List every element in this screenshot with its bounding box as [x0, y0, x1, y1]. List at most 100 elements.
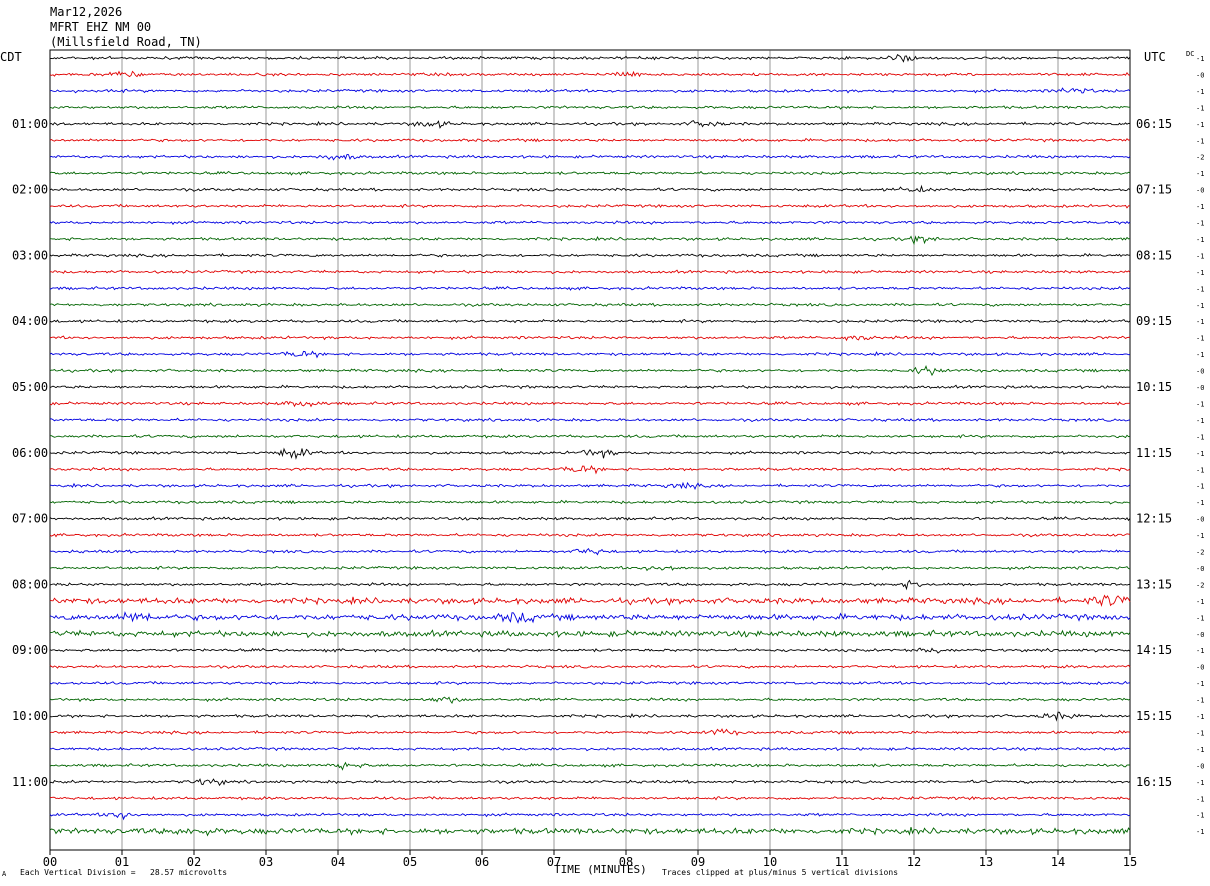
dc-offset-label: -1: [1196, 466, 1204, 474]
trace-25: [49, 464, 1131, 475]
trace-4: [49, 120, 1131, 129]
dc-offset-label: -1: [1196, 680, 1204, 688]
x-tick-label-11: 11: [835, 855, 849, 869]
dc-offset-label: -1: [1196, 302, 1204, 310]
trace-8: [49, 184, 1131, 193]
left-hour-label: 06:00: [12, 446, 48, 460]
left-hour-label: 02:00: [12, 183, 48, 197]
trace-23: [49, 434, 1131, 439]
right-hour-label: 14:15: [1136, 643, 1172, 657]
dc-offset-label: -1: [1196, 252, 1204, 260]
right-hour-label: 09:15: [1136, 314, 1172, 328]
trace-33: [49, 594, 1131, 607]
trace-45: [49, 795, 1131, 801]
trace-32: [49, 579, 1131, 591]
x-tick-label-01: 01: [115, 855, 129, 869]
dc-offset-header: DC: [1186, 50, 1195, 58]
dc-offset-label: -0: [1196, 631, 1204, 639]
dc-offset-label: -1: [1196, 318, 1204, 326]
right-timezone-label: UTC: [1144, 50, 1166, 64]
dc-offset-label: -2: [1196, 549, 1204, 557]
dc-offset-label: -1: [1196, 417, 1204, 425]
vertical-division-note: Each Vertical Division = 28.57 microvolt…: [20, 868, 228, 877]
x-axis-title: TIME (MINUTES): [554, 863, 647, 876]
x-axis-ticks: 00 01 02 03 04 05 06 07 08 09 10 11 12 13 14 15: [43, 850, 1137, 869]
left-timezone-label: CDT: [0, 50, 22, 64]
dc-offset-label: -1: [1196, 828, 1204, 836]
dc-offset-label: -1: [1196, 746, 1204, 754]
right-hour-label: 12:15: [1136, 512, 1172, 526]
dc-offset-label: -1: [1196, 729, 1204, 737]
dc-offset-label: -0: [1196, 187, 1204, 195]
dc-offset-label: -2: [1196, 154, 1204, 162]
dc-offset-label: -1: [1196, 170, 1204, 178]
x-tick-label-03: 03: [259, 855, 273, 869]
trace-27: [49, 499, 1131, 505]
trace-42: [49, 746, 1131, 752]
dc-offset-label: -1: [1196, 121, 1204, 129]
trace-21: [49, 401, 1131, 408]
dc-offset-label: -1: [1196, 713, 1204, 721]
dc-offset-label: -1: [1196, 450, 1204, 458]
trace-47: [49, 827, 1131, 837]
left-hour-label: 03:00: [12, 248, 48, 262]
dc-offset-label: -0: [1196, 516, 1204, 524]
trace-40: [49, 711, 1131, 722]
trace-38: [49, 680, 1131, 686]
right-hour-label: 15:15: [1136, 709, 1172, 723]
trace-41: [49, 728, 1131, 737]
trace-19: [49, 365, 1131, 377]
trace-2: [49, 87, 1131, 94]
trace-12: [49, 252, 1131, 258]
trace-6: [49, 153, 1131, 161]
right-hour-label: 16:15: [1136, 775, 1172, 789]
trace-44: [49, 778, 1131, 787]
x-tick-label-09: 09: [691, 855, 705, 869]
trace-26: [49, 481, 1131, 491]
left-hour-label: 11:00: [12, 775, 48, 789]
dc-offset-label: -1: [1196, 203, 1204, 211]
trace-29: [49, 532, 1131, 538]
dc-offset-label: -0: [1196, 71, 1204, 79]
dc-offset-label: -0: [1196, 368, 1204, 376]
trace-1: [49, 70, 1131, 78]
plot-date: Mar12,2026: [50, 5, 123, 19]
dc-offset-label: -1: [1196, 88, 1204, 96]
left-hour-label: 10:00: [12, 709, 48, 723]
trace-30: [49, 547, 1131, 556]
trace-37: [49, 664, 1131, 669]
trace-10: [49, 220, 1131, 226]
dc-offset-label: -1: [1196, 779, 1204, 787]
x-tick-label-15: 15: [1123, 855, 1137, 869]
dc-offset-label: -1: [1196, 433, 1204, 441]
trace-11: [49, 235, 1131, 246]
dc-offset-label: -2: [1196, 581, 1204, 589]
dc-offset-label: -1: [1196, 647, 1204, 655]
trace-14: [49, 285, 1131, 291]
trace-5: [49, 137, 1131, 143]
dc-offset-label: -1: [1196, 532, 1204, 540]
dc-offset-label: -1: [1196, 285, 1204, 293]
x-tick-label-14: 14: [1051, 855, 1065, 869]
trace-17: [49, 335, 1131, 342]
trace-31: [49, 565, 1131, 572]
left-hour-label: 04:00: [12, 314, 48, 328]
dc-offset-label: -1: [1196, 483, 1204, 491]
clip-note: Traces clipped at plus/minus 5 vertical …: [662, 868, 899, 877]
right-hour-label: 11:15: [1136, 446, 1172, 460]
trace-36: [49, 647, 1131, 654]
trace-24: [49, 447, 1131, 460]
dc-offset-label: -1: [1196, 236, 1204, 244]
right-hour-label: 07:15: [1136, 183, 1172, 197]
left-hour-label: 08:00: [12, 577, 48, 591]
trace-16: [49, 318, 1131, 324]
corner-mark: A: [2, 870, 7, 878]
trace-39: [49, 696, 1131, 705]
dc-offset-label: -1: [1196, 137, 1204, 145]
plot-frame: [49, 49, 1131, 851]
dc-offset-label: -1: [1196, 269, 1204, 277]
trace-28: [49, 516, 1131, 522]
x-tick-label-07: 07: [547, 855, 561, 869]
dc-offset-label: -0: [1196, 762, 1204, 770]
